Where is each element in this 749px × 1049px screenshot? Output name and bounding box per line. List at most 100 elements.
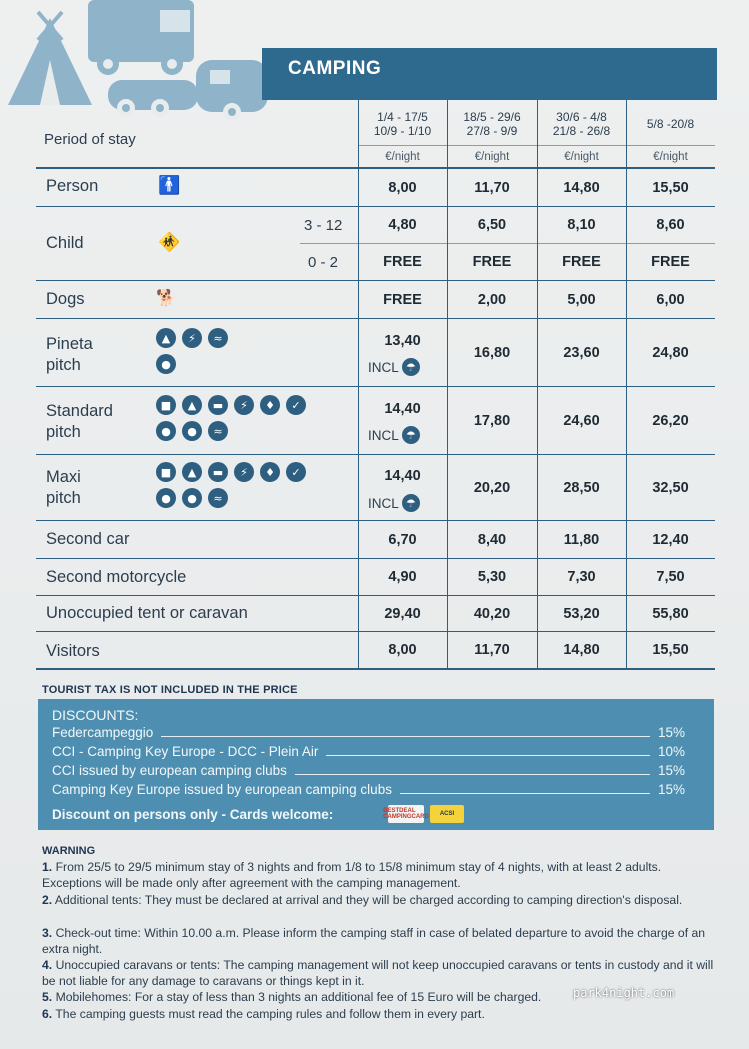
water-tap-icon: ♦ xyxy=(260,395,280,415)
season-header: 1/4 - 17/5 10/9 - 1/10 xyxy=(358,106,447,142)
price-cell: 23,60 xyxy=(563,344,600,361)
price-cell: 20,20 xyxy=(473,479,511,496)
warning-text: Mobilehomes: For a stay of less than 3 n… xyxy=(55,990,542,1004)
table-rule xyxy=(36,167,715,169)
price-cell: FREE xyxy=(651,254,690,270)
warning-item: 5. Mobilehomes: For a stay of less than … xyxy=(42,989,717,1005)
incl-label: INCL xyxy=(368,495,399,511)
discount-pct: 15% xyxy=(658,763,686,778)
price-cell: 4,80 xyxy=(388,217,417,233)
season-dates: 18/5 - 29/6 xyxy=(463,110,521,124)
row-label-person: Person xyxy=(46,177,99,195)
price-cell: FREE xyxy=(383,291,422,308)
season-header: 18/5 - 29/6 27/8 - 9/9 xyxy=(447,106,537,142)
warning-text: From 25/5 to 29/5 minimum stay of 3 nigh… xyxy=(42,860,662,890)
price-cell: FREE xyxy=(383,254,422,270)
bestdeal-card-logo: BESTDEAL CAMPINGCARD xyxy=(383,805,429,823)
car-icon: ● xyxy=(182,421,202,441)
season-dates: 1/4 - 17/5 xyxy=(377,110,428,124)
price-cell: 8,00 xyxy=(388,179,417,196)
warning-number: 3. xyxy=(42,926,53,940)
tent-icon: ▲ xyxy=(182,395,202,415)
discount-name: Camping Key Europe issued by european ca… xyxy=(52,782,392,797)
tent-icon: ▲ xyxy=(182,462,202,482)
electricity-icon: ⚡ xyxy=(234,462,254,482)
season-dates: 10/9 - 1/10 xyxy=(373,124,432,138)
section-banner xyxy=(262,48,717,100)
caravan-icon: ■ xyxy=(156,462,176,482)
price-cell: 24,60 xyxy=(563,412,600,429)
watermark: park4night.com xyxy=(573,986,675,1000)
car-icon: ● xyxy=(156,354,176,374)
electricity-icon: ⚡ xyxy=(234,395,254,415)
table-rule xyxy=(358,145,715,146)
unit-label: €/night xyxy=(564,151,599,163)
row-label-line: Maxi xyxy=(46,468,81,486)
price-cell: 8,40 xyxy=(477,531,507,548)
umbrella-included: INCL ☂ xyxy=(368,494,420,512)
incl-label: INCL xyxy=(368,359,399,375)
car-icon: ● xyxy=(182,488,202,508)
table-rule xyxy=(36,386,715,387)
row-label-line: pitch xyxy=(46,423,81,441)
discount-pct: 15% xyxy=(658,725,686,740)
price-cell: 29,40 xyxy=(384,605,421,622)
price-cell: 16,80 xyxy=(473,344,511,361)
person-icon: 🚹 xyxy=(158,175,181,196)
price-cell: 8,00 xyxy=(388,642,417,658)
age-range: 0 - 2 xyxy=(308,254,339,271)
warning-number: 2. xyxy=(42,893,53,907)
discounts-footer: Discount on persons only - Cards welcome… xyxy=(52,807,334,822)
tourist-tax-note: TOURIST TAX IS NOT INCLUDED IN THE PRICE xyxy=(42,684,298,696)
row-label-line: pitch xyxy=(46,489,81,507)
warning-item: 2. Additional tents: They must be declar… xyxy=(42,892,717,908)
price-cell: 15,50 xyxy=(652,179,689,196)
unit-label: €/night xyxy=(653,151,688,163)
price-cell: 26,20 xyxy=(652,412,689,429)
dog-icon: 🐕 xyxy=(156,288,176,307)
price-cell: 6,70 xyxy=(388,531,417,548)
warning-text: The camping guests must read the camping… xyxy=(55,1007,485,1021)
discount-name: CCI issued by european camping clubs xyxy=(52,763,287,778)
price-cell: 24,80 xyxy=(652,344,689,361)
discount-name: CCI - Camping Key Europe - DCC - Plein A… xyxy=(52,744,319,759)
price-cell: 15,50 xyxy=(652,642,689,658)
warning-number: 1. xyxy=(42,860,53,874)
price-cell: 7,50 xyxy=(656,569,685,585)
car-icon: ● xyxy=(156,488,176,508)
child-icon: 🚸 xyxy=(158,232,181,253)
warning-item: 1. From 25/5 to 29/5 minimum stay of 3 n… xyxy=(42,859,717,891)
row-label-visitors: Visitors xyxy=(46,642,100,660)
umbrella-icon: ☂ xyxy=(401,494,420,512)
price-cell: 5,30 xyxy=(477,569,507,585)
warning-number: 4. xyxy=(42,958,53,972)
row-label-pineta: Pineta pitch xyxy=(46,334,93,376)
caravan-icon: ■ xyxy=(156,395,176,415)
price-cell: 5,00 xyxy=(567,291,596,308)
row-label-child: Child xyxy=(46,234,84,252)
warning-item: 4. Unoccupied caravans or tents: The cam… xyxy=(42,957,717,989)
price-cell: 2,00 xyxy=(477,291,507,308)
table-rule xyxy=(36,631,715,632)
drain-icon: ✓ xyxy=(286,462,306,482)
discount-item: CCI issued by european camping clubs 15% xyxy=(52,763,686,778)
car-icon: ● xyxy=(156,421,176,441)
season-dates: 21/8 - 26/8 xyxy=(552,124,611,138)
price-cell: 12,40 xyxy=(652,531,689,548)
table-rule xyxy=(36,318,715,319)
column-divider xyxy=(358,100,359,670)
incl-label: INCL xyxy=(368,427,399,443)
season-dates: 5/8 -20/8 xyxy=(646,117,695,131)
row-label-dogs: Dogs xyxy=(46,290,85,308)
row-label-second-car: Second car xyxy=(46,530,130,548)
warning-number: 6. xyxy=(42,1007,53,1021)
warning-text: Check-out time: Within 10.00 a.m. Please… xyxy=(42,926,706,956)
price-cell: 8,10 xyxy=(567,217,596,233)
column-divider xyxy=(626,100,627,670)
table-rule xyxy=(36,280,715,281)
discount-pct: 15% xyxy=(658,782,686,797)
discount-item: CCI - Camping Key Europe - DCC - Plein A… xyxy=(52,744,685,759)
warning-text: Unoccupied caravans or tents: The campin… xyxy=(42,958,714,988)
price-cell: 13,40 xyxy=(384,333,421,349)
